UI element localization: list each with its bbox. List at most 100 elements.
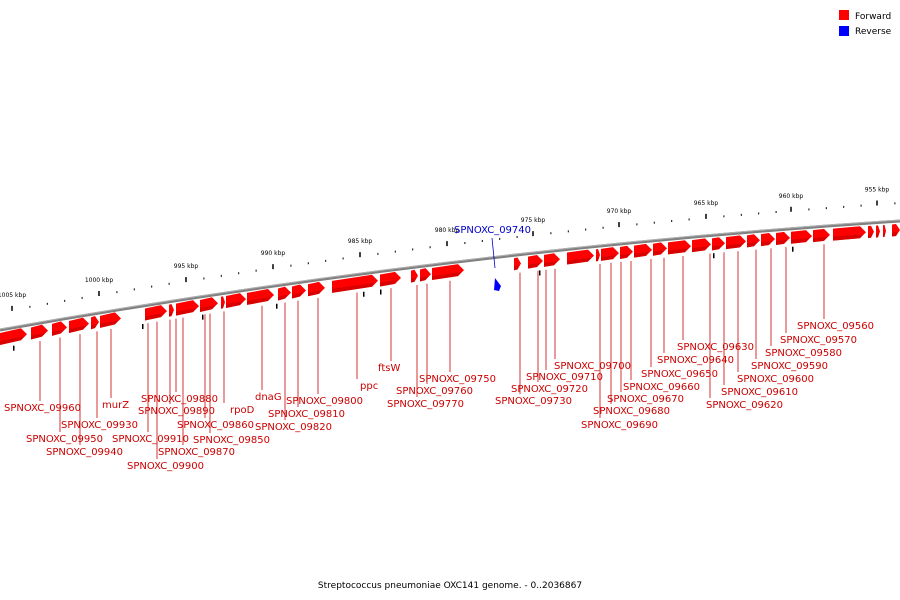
forward-gene-shade <box>278 294 288 301</box>
forward-gene-shade <box>883 232 886 238</box>
gene-label[interactable]: SPNOXC_09620 <box>706 400 783 411</box>
scale-minor-tick <box>499 237 501 240</box>
gene-label[interactable]: SPNOXC_09960 <box>4 403 81 414</box>
forward-gene-shade <box>247 297 271 305</box>
forward-gene-shade <box>813 236 827 243</box>
gene-label[interactable]: SPNOXC_09930 <box>61 420 138 431</box>
forward-gene-shade <box>514 265 520 271</box>
forward-gene-shade <box>145 313 164 321</box>
reverse-gene[interactable]: SPNOXC_09740 <box>454 225 531 291</box>
gene-label[interactable]: SPNOXC_09820 <box>255 422 332 433</box>
reverse-gene-label[interactable]: SPNOXC_09740 <box>454 225 531 236</box>
forward-gene-shade <box>634 251 649 258</box>
gene-label[interactable]: dnaG <box>255 392 282 403</box>
scale-tick-label: 990 kbp <box>261 250 286 257</box>
forward-gene-shade <box>668 248 688 255</box>
legend-label-forward: Forward <box>855 12 891 22</box>
gene-label[interactable]: SPNOXC_09660 <box>623 382 700 393</box>
gene-label[interactable]: SPNOXC_09850 <box>193 435 270 446</box>
scale-minor-tick <box>412 248 414 251</box>
gene-label[interactable]: rpoD <box>230 405 255 416</box>
scale-tick-label: 960 kbp <box>779 193 804 200</box>
forward-gene-shade <box>761 241 772 247</box>
gene-label[interactable]: SPNOXC_09640 <box>657 355 734 366</box>
forward-gene-shade <box>528 263 540 269</box>
gene-label[interactable]: ppc <box>360 381 378 392</box>
gene-label[interactable]: SPNOXC_09630 <box>677 342 754 353</box>
forward-gene-shade <box>100 320 118 328</box>
scale-minor-tick <box>377 252 379 255</box>
gene-label[interactable]: SPNOXC_09810 <box>268 409 345 420</box>
gene-label[interactable]: SPNOXC_09910 <box>112 434 189 445</box>
forward-gene-shade <box>31 332 45 340</box>
gene-label[interactable]: SPNOXC_09730 <box>495 396 572 407</box>
forward-gene-shade <box>876 233 879 238</box>
feature-marker <box>539 270 541 276</box>
legend-swatch-reverse <box>839 26 849 36</box>
scale-minor-tick <box>808 208 810 211</box>
forward-gene-shade <box>169 311 173 317</box>
gene-label[interactable]: SPNOXC_09700 <box>554 361 631 372</box>
forward-gene-shade <box>712 245 722 251</box>
scale-tick-label: 985 kbp <box>348 238 373 245</box>
gene-label[interactable]: SPNOXC_09600 <box>737 374 814 385</box>
forward-gene-shade <box>420 276 429 282</box>
gene-label[interactable]: SPNOXC_09590 <box>751 361 828 372</box>
scale-tick-label: 975 kbp <box>521 217 546 224</box>
gene-label[interactable]: SPNOXC_09800 <box>286 396 363 407</box>
gene-labels: SPNOXC_09960 SPNOXC_09950 SPNOXC_09940 SPNO… <box>4 244 874 472</box>
gene-label[interactable]: SPNOXC_09680 <box>593 406 670 417</box>
gene-label[interactable]: ftsW <box>378 363 400 374</box>
feature-marker <box>363 291 365 297</box>
scale-minor-tick <box>636 223 638 226</box>
scale-minor-tick <box>29 305 31 308</box>
scale-minor-tick <box>653 221 655 224</box>
gene-label[interactable]: SPNOXC_09950 <box>26 434 103 445</box>
scale-minor-tick <box>481 239 483 242</box>
scale-minor-tick <box>758 212 760 215</box>
gene-label[interactable]: SPNOXC_09690 <box>581 420 658 431</box>
gene-label[interactable]: SPNOXC_09570 <box>780 335 857 346</box>
feature-marker <box>792 246 794 252</box>
gene-label[interactable]: SPNOXC_09890 <box>138 406 215 417</box>
gene-label[interactable]: SPNOXC_09900 <box>127 461 204 472</box>
gene-label[interactable]: SPNOXC_09560 <box>797 321 874 332</box>
gene-label[interactable]: SPNOXC_09650 <box>641 369 718 380</box>
gene-label[interactable]: SPNOXC_09770 <box>387 399 464 410</box>
forward-gene-shade <box>747 242 757 248</box>
gene-label[interactable]: SPNOXC_09940 <box>46 447 123 458</box>
forward-gene-shade <box>567 257 591 265</box>
gene-label[interactable]: SPNOXC_09870 <box>158 447 235 458</box>
gene-label[interactable]: SPNOXC_09670 <box>607 394 684 405</box>
scale-minor-tick <box>81 296 83 299</box>
gene-label[interactable]: murZ <box>102 400 129 411</box>
scale-minor-tick <box>775 210 777 213</box>
scale-tick-label: 965 kbp <box>694 200 719 207</box>
feature-marker <box>202 314 204 320</box>
scale-tick-label: 1005 kbp <box>0 292 26 299</box>
scale-minor-tick <box>64 299 66 302</box>
forward-gene-shade <box>380 279 398 287</box>
gene-label[interactable]: SPNOXC_09710 <box>526 372 603 383</box>
forward-gene-shade <box>726 243 743 250</box>
scale-minor-tick <box>290 264 292 267</box>
genome-backbone-highlight <box>0 219 900 330</box>
reverse-gene-arrow[interactable] <box>494 278 501 291</box>
gene-label[interactable]: SPNOXC_09580 <box>765 348 842 359</box>
gene-label[interactable]: SPNOXC_09760 <box>396 386 473 397</box>
scale-minor-tick <box>550 232 552 235</box>
gene-label[interactable]: SPNOXC_09720 <box>511 384 588 395</box>
scale-minor-tick <box>464 242 466 245</box>
gene-label[interactable]: SPNOXC_09610 <box>721 387 798 398</box>
scale-minor-tick <box>255 269 257 272</box>
forward-gene-shade <box>833 234 863 241</box>
gene-label[interactable]: SPNOXC_09860 <box>177 420 254 431</box>
gene-label[interactable]: SPNOXC_09880 <box>141 394 218 405</box>
scale-minor-tick <box>740 213 742 216</box>
feature-marker <box>13 345 15 351</box>
scale-minor-tick <box>825 207 827 210</box>
scale-minor-tick <box>602 226 604 229</box>
gene-label[interactable]: SPNOXC_09750 <box>419 374 496 385</box>
feature-marker <box>380 289 382 295</box>
